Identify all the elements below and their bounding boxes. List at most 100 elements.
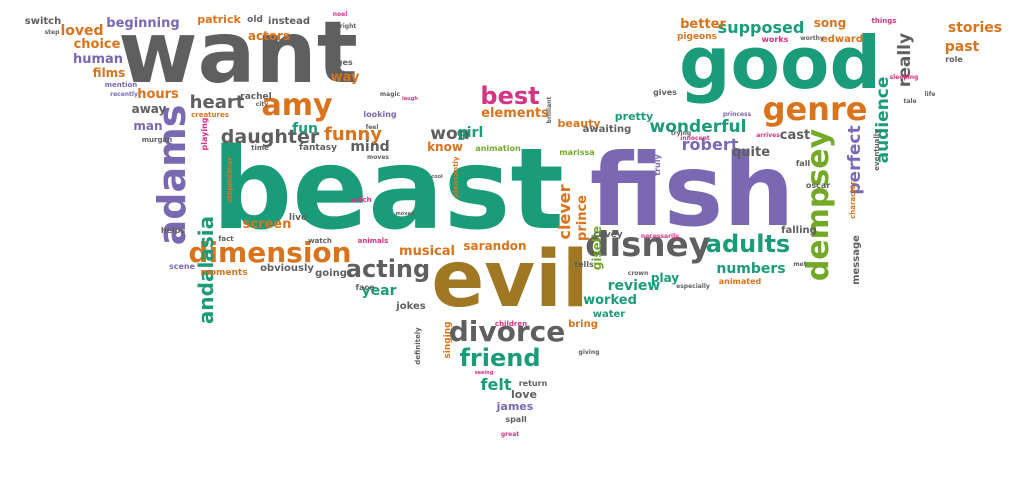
- word-fish: fish: [590, 132, 795, 249]
- word-return: return: [519, 379, 548, 388]
- word-adams: adams: [150, 105, 194, 246]
- word-tells: tells: [574, 260, 594, 269]
- word-worthy: worthy: [800, 35, 824, 42]
- word-children: children: [495, 320, 527, 328]
- word-prince: prince: [575, 195, 590, 241]
- word-animation: animation: [475, 144, 521, 153]
- word-stories: stories: [948, 20, 1002, 36]
- word-sleeping: sleeping: [890, 74, 919, 81]
- word-worked: worked: [583, 293, 637, 308]
- word-fun: fun: [292, 121, 318, 137]
- word-pleasantly: pleasantly: [452, 156, 460, 198]
- word-awaiting: awaiting: [583, 124, 632, 135]
- word-role: role: [945, 55, 963, 64]
- word-want: want: [118, 3, 358, 103]
- word-jokes: jokes: [395, 301, 425, 312]
- word-numbers: numbers: [716, 261, 785, 277]
- word-way: way: [331, 70, 360, 85]
- word-looking: looking: [363, 110, 396, 119]
- word-trying: trying: [671, 130, 691, 137]
- word-fall: fall: [796, 159, 811, 168]
- word-works: works: [762, 35, 789, 44]
- word-acting: acting: [346, 255, 430, 283]
- word-playing: playing: [200, 117, 209, 150]
- word-musical: musical: [399, 244, 455, 259]
- word-good: good: [679, 21, 881, 105]
- word-supposed: supposed: [718, 18, 805, 37]
- word-actors: actors: [248, 29, 290, 43]
- word-love: love: [511, 388, 537, 401]
- word-clever: clever: [555, 184, 574, 239]
- word-giving: giving: [579, 349, 600, 356]
- word-right: right: [340, 23, 357, 30]
- word-animals: animals: [358, 237, 389, 245]
- word-arrives: arrives: [756, 132, 780, 139]
- word-moved: moved: [396, 211, 415, 217]
- word-cast: cast: [780, 128, 810, 143]
- word-face: face: [355, 283, 375, 292]
- word-beginning: beginning: [106, 16, 179, 31]
- word-marissa: marissa: [559, 148, 594, 157]
- word-gives: gives: [653, 88, 677, 97]
- word-water: water: [593, 309, 626, 320]
- word-witch: witch: [350, 196, 371, 204]
- word-hours: hours: [137, 87, 179, 102]
- word-quite: quite: [732, 145, 770, 160]
- word-cool: cool: [431, 174, 443, 180]
- word-necessarily: necessarily: [641, 233, 679, 240]
- word-dimension: dimension: [188, 236, 351, 269]
- word-funny: funny: [324, 124, 382, 145]
- word-daughter: daughter: [221, 126, 320, 148]
- word-mention: mention: [105, 81, 138, 89]
- word-patrick: patrick: [197, 13, 241, 26]
- word-edward: edward: [821, 34, 863, 45]
- word-moments: moments: [200, 268, 247, 278]
- word-switch: switch: [25, 16, 61, 27]
- word-song: song: [814, 16, 847, 30]
- word-covey: covey: [593, 230, 622, 240]
- word-giselle: giselle: [590, 226, 604, 270]
- word-sarandon: sarandon: [463, 239, 526, 253]
- word-james: james: [496, 400, 534, 413]
- word-better: better: [680, 17, 726, 32]
- word-falling: falling: [781, 225, 817, 236]
- word-definitely: definitely: [414, 327, 422, 365]
- word-audience: audience: [873, 77, 893, 164]
- word-innocent: innocent: [680, 135, 710, 142]
- word-mind: mind: [350, 139, 389, 155]
- word-recently: recently: [110, 91, 138, 98]
- word-divorce: divorce: [449, 315, 566, 348]
- word-genre: genre: [763, 90, 868, 128]
- word-step: step: [45, 29, 61, 36]
- word-pretty: pretty: [615, 110, 653, 123]
- word-fact: fact: [218, 235, 234, 243]
- word-andalasia: andalasia: [194, 216, 218, 324]
- word-time: time: [251, 144, 269, 152]
- word-moves: moves: [367, 154, 389, 161]
- word-especially: especially: [676, 283, 710, 290]
- word-know: know: [427, 140, 463, 154]
- word-review: review: [608, 278, 661, 294]
- word-amy: amy: [261, 88, 333, 123]
- word-message: message: [851, 235, 862, 285]
- word-away: away: [132, 102, 167, 116]
- word-ages: ages: [331, 58, 353, 67]
- word-watch: watch: [308, 237, 332, 245]
- word-rachel: rachel: [240, 92, 271, 102]
- word-murgan: murgan: [142, 136, 172, 144]
- word-beauty: beauty: [557, 117, 600, 130]
- word-truly: truly: [653, 154, 662, 176]
- word-brilliant: brilliant: [546, 97, 553, 124]
- word-really: really: [895, 33, 915, 87]
- word-city: city: [256, 101, 268, 108]
- word-character: character: [849, 181, 857, 219]
- word-elements: elements: [481, 106, 549, 121]
- word-oscar: oscar: [806, 181, 830, 190]
- word-feel: feel: [366, 124, 379, 131]
- word-beast: beast: [212, 125, 564, 255]
- word-princess: princess: [723, 111, 752, 118]
- word-human: human: [73, 52, 123, 67]
- word-girl: girl: [457, 125, 484, 141]
- word-disney: disney: [585, 225, 711, 265]
